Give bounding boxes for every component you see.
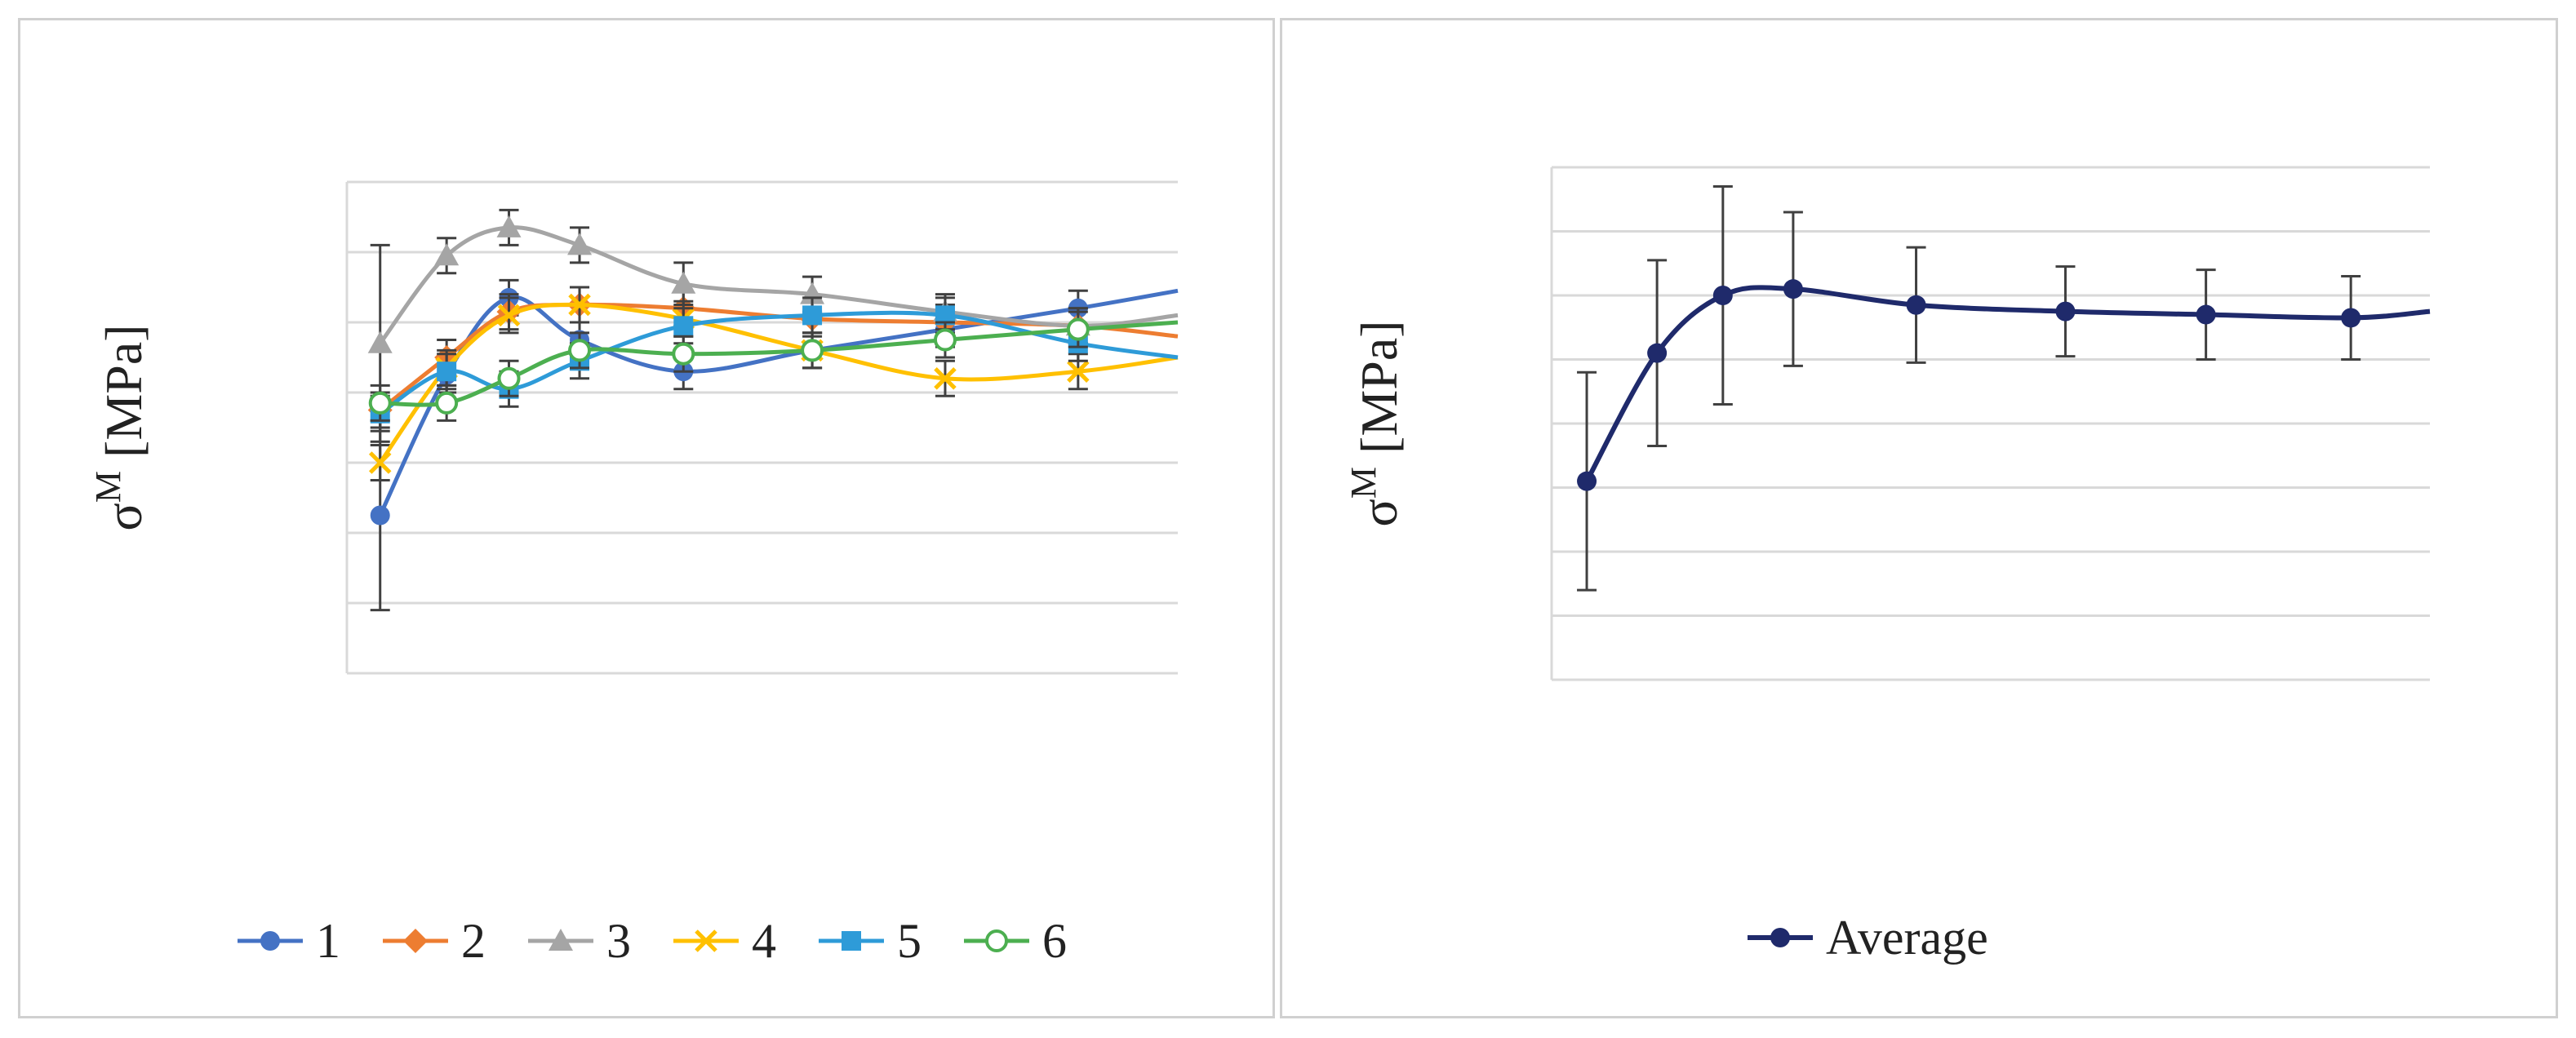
legend-marker xyxy=(985,929,1008,952)
legend-label: 2 xyxy=(461,914,486,968)
series-Average xyxy=(1577,185,2431,592)
data-point xyxy=(2196,304,2216,325)
series-line-3 xyxy=(378,225,1179,345)
legend-item-6: 6 xyxy=(964,914,1067,968)
legend-item-1: 1 xyxy=(238,914,340,968)
legend-item-Average: Average xyxy=(1748,911,1988,965)
legend-marker xyxy=(842,931,861,951)
data-point xyxy=(1906,295,1926,315)
data-point xyxy=(671,271,696,294)
data-point xyxy=(496,215,522,237)
data-point xyxy=(933,328,957,352)
data-point xyxy=(437,362,457,382)
y-axis-title: σM [MPa] xyxy=(88,324,153,530)
legend-label: 3 xyxy=(606,914,631,968)
y-axis-title: σM [MPa] xyxy=(1344,320,1408,526)
legend-item-4: 4 xyxy=(673,914,776,968)
series-line-Average xyxy=(1584,285,2431,483)
legend-item-5: 5 xyxy=(819,914,922,968)
legend-marker xyxy=(403,929,428,953)
legend-marker xyxy=(1770,928,1790,947)
data-point xyxy=(497,366,521,390)
data-point xyxy=(1647,343,1668,363)
chart-panel-a: σM [MPa] 1 2 3 4 5 6 xyxy=(18,18,1275,1018)
y-axis-superscript: M xyxy=(1344,467,1383,499)
y-axis-superscript: M xyxy=(88,471,128,503)
data-point xyxy=(567,233,593,255)
y-axis-symbol: σ xyxy=(1350,499,1408,527)
data-point xyxy=(2341,308,2361,328)
data-point xyxy=(2055,301,2076,322)
y-axis-unit: [MPa] xyxy=(1350,320,1408,467)
data-point xyxy=(934,367,957,390)
data-point xyxy=(434,243,460,266)
chart-b-svg: σM [MPa] Average xyxy=(1344,166,2431,965)
data-point xyxy=(497,304,521,327)
data-point xyxy=(672,342,695,366)
y-axis-symbol: σ xyxy=(95,503,153,531)
data-point xyxy=(568,293,591,317)
series-5 xyxy=(370,296,1179,432)
chart-a-svg: σM [MPa] 1 2 3 4 5 6 xyxy=(88,180,1179,968)
series-line-5 xyxy=(379,310,1179,415)
legend-item-2: 2 xyxy=(383,914,486,968)
legend-label: 1 xyxy=(316,914,340,968)
data-point xyxy=(1712,286,1733,305)
series-6 xyxy=(368,310,1179,422)
legend-marker xyxy=(695,929,717,952)
data-point xyxy=(1066,317,1090,341)
chart-panel-b: σM [MPa] Average xyxy=(1280,18,2558,1018)
data-point xyxy=(801,339,824,362)
legend-label: 4 xyxy=(752,914,776,968)
data-point xyxy=(802,305,823,326)
data-point xyxy=(368,391,392,415)
legend-marker xyxy=(549,929,573,951)
legend-marker xyxy=(260,931,280,951)
legend-label: 5 xyxy=(897,914,922,968)
series-line-6 xyxy=(380,320,1179,407)
data-point xyxy=(435,391,459,415)
data-point xyxy=(1577,471,1597,491)
data-point xyxy=(367,330,393,353)
legend-label: Average xyxy=(1826,911,1988,965)
legend-item-3: 3 xyxy=(528,914,631,968)
data-point xyxy=(568,339,592,362)
legend-label: 6 xyxy=(1042,914,1067,968)
data-point xyxy=(370,505,390,526)
data-point xyxy=(1067,360,1090,383)
y-axis-unit: [MPa] xyxy=(95,324,153,471)
data-point xyxy=(1783,279,1803,299)
data-point xyxy=(368,451,392,474)
data-point xyxy=(673,316,694,336)
